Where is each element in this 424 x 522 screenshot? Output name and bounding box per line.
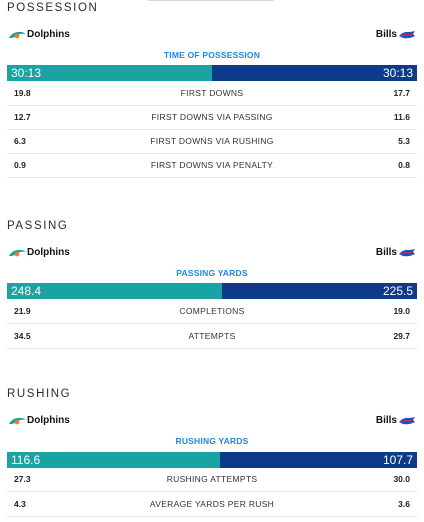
dolphins-logo-icon (9, 417, 25, 424)
bills-logo-icon (399, 248, 415, 256)
bills-logo-icon (399, 30, 415, 38)
stat-away-value: 17.7 (393, 88, 410, 98)
stat-home-value: 34.5 (14, 331, 31, 341)
bar-home-value: 116.6 (11, 453, 41, 467)
stat-label: AVERAGE YARDS PER RUSH (149, 499, 275, 509)
section-title-possession: POSSESSION (7, 2, 99, 14)
dolphins-logo-icon (9, 249, 25, 256)
bar-home-value: 248.4 (11, 284, 42, 298)
bar-title-passing-yards: PASSING YARDS (176, 268, 248, 278)
bar-away-value: 30:13 (382, 66, 413, 80)
stat-home-value: 6.3 (14, 136, 26, 146)
stat-row: 34.5 ATTEMPTS 29.7 (7, 326, 417, 349)
stat-row: 27.3 RUSHING ATTEMPTS 30.0 (7, 469, 417, 492)
team-home: Dolphins (7, 29, 70, 40)
top-divider (148, 0, 274, 1)
stat-row: 0.9 FIRST DOWNS VIA PENALTY 0.8 (7, 155, 417, 178)
bar-home-value: 30:13 (11, 66, 42, 80)
team-home: Dolphins (7, 415, 70, 426)
stat-home-value: 19.8 (14, 88, 31, 98)
stat-home-value: 0.9 (14, 160, 26, 170)
bar-home-fill: 116.6 (7, 452, 221, 468)
team-away: Bills (376, 415, 417, 426)
stat-home-value: 12.7 (14, 112, 31, 122)
team-home-name: Dolphins (27, 29, 70, 40)
bar-title-rushing-yards: RUSHING YARDS (175, 436, 249, 446)
possession-bar: 30:13 30:13 (7, 65, 417, 81)
stat-away-value: 11.6 (393, 112, 410, 122)
stat-label: RUSHING ATTEMPTS (166, 474, 258, 484)
bar-title-time-of-possession: TIME OF POSSESSION (163, 50, 261, 60)
team-away: Bills (376, 247, 417, 258)
stat-away-value: 29.7 (393, 331, 410, 341)
stat-label: FIRST DOWNS VIA PENALTY (150, 160, 274, 170)
stat-row: 6.3 FIRST DOWNS VIA RUSHING 5.3 (7, 131, 417, 154)
team-header: Dolphins Bills (7, 415, 417, 431)
stat-row: 4.3 AVERAGE YARDS PER RUSH 3.6 (7, 494, 417, 517)
section-title-passing: PASSING (7, 220, 69, 232)
stat-away-value: 3.6 (398, 499, 410, 509)
passing-bar: 248.4 225.5 (7, 283, 417, 299)
stat-home-value: 21.9 (14, 306, 31, 316)
section-title-rushing: RUSHING (7, 388, 72, 400)
stat-label: COMPLETIONS (179, 306, 245, 316)
team-away-name: Bills (375, 415, 397, 426)
stat-label: FIRST DOWNS VIA RUSHING (150, 136, 274, 146)
stat-home-value: 4.3 (14, 499, 26, 509)
stat-label: FIRST DOWNS (180, 88, 244, 98)
team-header: Dolphins Bills (7, 247, 417, 263)
stat-row: 21.9 COMPLETIONS 19.0 (7, 301, 417, 324)
stat-row: 12.7 FIRST DOWNS VIA PASSING 11.6 (7, 107, 417, 130)
team-header: Dolphins Bills (7, 29, 417, 45)
stat-away-value: 5.3 (398, 136, 410, 146)
rushing-bar: 116.6 107.7 (7, 452, 417, 468)
dolphins-logo-icon (9, 31, 25, 38)
stat-row: 19.8 FIRST DOWNS 17.7 (7, 83, 417, 106)
bar-home-fill: 248.4 (7, 283, 222, 299)
team-home: Dolphins (7, 247, 70, 258)
team-away-name: Bills (375, 29, 397, 40)
bar-away-value: 225.5 (382, 284, 413, 298)
bar-away-fill: 107.7 (220, 452, 417, 468)
bar-away-fill: 30:13 (212, 65, 417, 81)
stat-label: FIRST DOWNS VIA PASSING (151, 112, 273, 122)
bills-logo-icon (399, 416, 415, 424)
team-home-name: Dolphins (27, 247, 70, 258)
bar-away-value: 107.7 (382, 453, 413, 467)
stat-home-value: 27.3 (14, 474, 31, 484)
team-home-name: Dolphins (27, 415, 70, 426)
team-away: Bills (376, 29, 417, 40)
stat-away-value: 19.0 (393, 306, 410, 316)
stat-away-value: 0.8 (398, 160, 410, 170)
stat-away-value: 30.0 (393, 474, 410, 484)
stat-label: ATTEMPTS (188, 331, 236, 341)
team-away-name: Bills (375, 247, 397, 258)
bar-home-fill: 30:13 (7, 65, 212, 81)
bar-away-fill: 225.5 (221, 283, 417, 299)
